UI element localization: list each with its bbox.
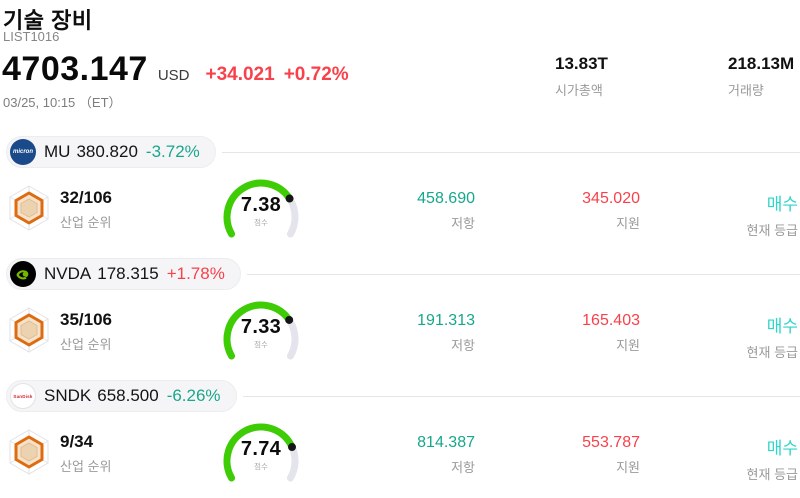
stock-pill[interactable]: NVDA 178.315 +1.78% xyxy=(6,258,241,290)
industry-rank-value: 32/106 xyxy=(60,188,112,207)
support-metric: 345.020 지원 xyxy=(500,190,640,232)
divider-line xyxy=(242,395,800,397)
industry-rank: 35/106 산업 순위 xyxy=(60,310,112,353)
page-subtitle: LIST1016 xyxy=(3,29,60,44)
resistance-label: 저항 xyxy=(451,338,475,353)
stock-row: NVDA 178.315 +1.78% 35/10 xyxy=(0,255,800,376)
rating-label: 현재 등급 xyxy=(746,467,798,482)
stock-header-line: NVDA 178.315 +1.78% xyxy=(6,258,800,290)
resistance-value: 814.387 xyxy=(417,434,475,451)
stock-price: 658.500 xyxy=(97,386,159,405)
stock-logo-icon: micron xyxy=(10,139,36,165)
resistance-metric: 814.387 저항 xyxy=(335,434,475,476)
score-label: 점수 xyxy=(254,462,268,471)
volume-label: 거래량 xyxy=(728,83,764,98)
stock-change-percent: -6.26% xyxy=(166,386,221,405)
support-label: 지원 xyxy=(616,338,640,353)
hexagon-radar-icon xyxy=(6,185,52,231)
market-cap-value: 13.83T xyxy=(555,54,608,73)
score-gauge: 7.33 점수 xyxy=(217,299,305,367)
resistance-label: 저항 xyxy=(451,460,475,475)
stock-change-percent: -3.72% xyxy=(145,142,200,161)
score-label: 점수 xyxy=(254,218,268,227)
resistance-metric: 191.313 저항 xyxy=(335,312,475,354)
industry-rank-value: 9/34 xyxy=(60,432,94,451)
industry-rank-label: 산업 순위 xyxy=(60,337,112,352)
price-change-percent: +0.72% xyxy=(283,64,349,85)
rating-label: 현재 등급 xyxy=(746,345,798,360)
market-cap-stat: 13.83T 시가총액 xyxy=(555,54,608,99)
support-label: 지원 xyxy=(616,460,640,475)
rating-value: 매수 xyxy=(766,439,798,458)
resistance-value: 458.690 xyxy=(417,190,475,207)
support-metric: 553.787 지원 xyxy=(500,434,640,476)
quote-datetime: 03/25, 10:15 （ET） xyxy=(3,95,122,110)
industry-rank-label: 산업 순위 xyxy=(60,215,112,230)
stock-ticker-price: SNDK 658.500 xyxy=(44,386,159,406)
hexagon-radar-icon xyxy=(6,429,52,475)
resistance-label: 저항 xyxy=(451,216,475,231)
industry-rank-label: 산업 순위 xyxy=(60,459,112,474)
industry-rank: 9/34 산업 순위 xyxy=(60,432,111,475)
stock-logo-icon xyxy=(10,261,36,287)
page-title: 기술 장비 xyxy=(3,8,93,33)
nvidia-eye-icon xyxy=(16,270,29,280)
stock-ticker-price: MU 380.820 xyxy=(44,142,138,162)
rating-value: 매수 xyxy=(766,317,798,336)
stock-header-line: micron MU 380.820 -3.72% xyxy=(6,136,800,168)
stock-logo-icon: SanDisk xyxy=(10,383,36,409)
industry-rank-value: 35/106 xyxy=(60,310,112,329)
market-cap-label: 시가총액 xyxy=(555,83,603,98)
support-metric: 165.403 지원 xyxy=(500,312,640,354)
resistance-value: 191.313 xyxy=(417,312,475,329)
stock-price: 178.315 xyxy=(97,264,159,283)
support-value: 553.787 xyxy=(582,434,640,451)
price-change-absolute: +34.021 xyxy=(205,64,275,85)
stock-row: micron MU 380.820 -3.72% xyxy=(0,133,800,254)
currency-label: USD xyxy=(157,67,190,84)
score-value: 7.33 xyxy=(240,316,282,338)
score-gauge: 7.74 점수 xyxy=(217,421,305,489)
rating-value: 매수 xyxy=(766,195,798,214)
score-value: 7.38 xyxy=(240,194,282,216)
price-row: 4703.147 USD +34.021 +0.72% xyxy=(2,50,349,89)
support-value: 165.403 xyxy=(582,312,640,329)
score-gauge: 7.38 점수 xyxy=(217,177,305,245)
stock-logo-text: micron xyxy=(12,149,33,155)
divider-line xyxy=(221,151,800,153)
resistance-metric: 458.690 저항 xyxy=(335,190,475,232)
hexagon-radar-icon xyxy=(6,307,52,353)
stock-pill[interactable]: SanDisk SNDK 658.500 -6.26% xyxy=(6,380,237,412)
rating-metric: 매수 현재 등급 xyxy=(658,312,798,361)
stock-logo-text: SanDisk xyxy=(13,393,33,399)
stock-header-line: SanDisk SNDK 658.500 -6.26% xyxy=(6,380,800,412)
stock-ticker: MU xyxy=(44,142,71,161)
score-value: 7.74 xyxy=(240,438,282,460)
stock-pill[interactable]: micron MU 380.820 -3.72% xyxy=(6,136,216,168)
rating-label: 현재 등급 xyxy=(746,223,798,238)
rating-metric: 매수 현재 등급 xyxy=(658,434,798,483)
support-value: 345.020 xyxy=(582,190,640,207)
stock-ticker-price: NVDA 178.315 xyxy=(44,264,159,284)
rating-metric: 매수 현재 등급 xyxy=(658,190,798,239)
stock-ticker: NVDA xyxy=(44,264,92,283)
volume-stat: 218.13M 거래량 xyxy=(728,54,794,99)
industry-rank: 32/106 산업 순위 xyxy=(60,188,112,231)
sector-detail-page: 기술 장비 LIST1016 4703.147 USD +34.021 +0.7… xyxy=(0,8,800,482)
divider-line xyxy=(246,273,800,275)
index-price: 4703.147 xyxy=(2,50,148,88)
score-label: 점수 xyxy=(254,340,268,349)
stock-ticker: SNDK xyxy=(44,386,92,405)
volume-value: 218.13M xyxy=(728,54,795,73)
support-label: 지원 xyxy=(616,216,640,231)
stock-row: SanDisk SNDK 658.500 -6.26% xyxy=(0,377,800,498)
stock-change-percent: +1.78% xyxy=(166,264,225,283)
stock-price: 380.820 xyxy=(76,142,138,161)
